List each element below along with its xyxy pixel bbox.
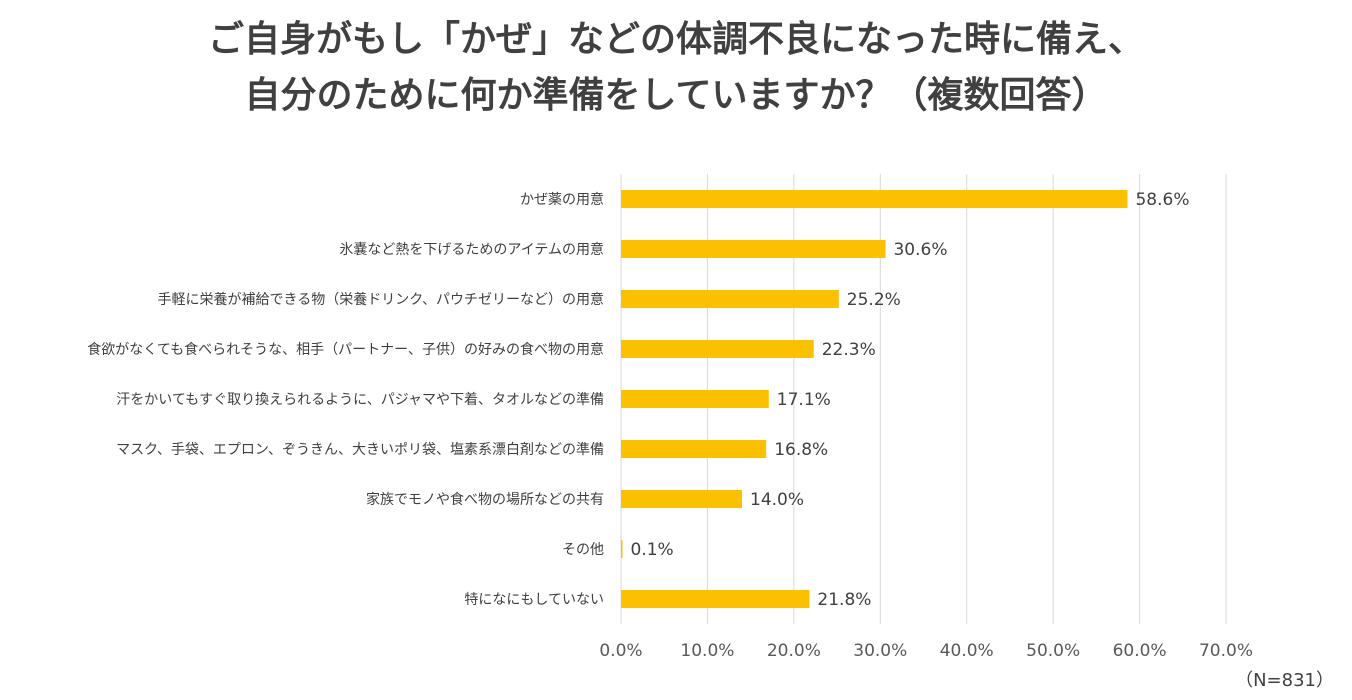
bar <box>621 440 767 458</box>
data-label: 16.8% <box>774 440 828 460</box>
category-label: マスク、手袋、エプロン、ぞうきん、大きいポリ袋、塩素系漂白剤などの準備 <box>116 442 604 458</box>
x-tick-label: 40.0% <box>940 641 994 661</box>
x-tick-label: 30.0% <box>853 641 907 661</box>
bar <box>621 540 623 558</box>
data-label: 30.6% <box>893 240 947 260</box>
category-label: かぜ薬の用意 <box>520 191 604 208</box>
category-label: 食欲がなくても食べられそうな、相手（パートナー、子供）の好みの食べ物の用意 <box>87 341 604 358</box>
category-label: その他 <box>562 542 604 558</box>
data-label: 25.2% <box>847 290 901 310</box>
data-label: 58.6% <box>1135 190 1189 210</box>
bar <box>621 390 769 408</box>
x-tick-label: 20.0% <box>767 641 821 661</box>
x-tick-label: 0.0% <box>599 641 642 661</box>
category-label: 氷嚢など熱を下げるためのアイテムの用意 <box>339 241 604 258</box>
data-label: 17.1% <box>777 390 831 410</box>
x-tick-label: 60.0% <box>1113 641 1167 661</box>
bar <box>621 590 810 608</box>
chart-title-line1: ご自身がもし「かぜ」などの体調不良になった時に備え、 <box>207 19 1144 60</box>
category-label: 特になにもしていない <box>464 592 604 608</box>
sample-size-note: （N=831） <box>1235 670 1334 691</box>
bar <box>621 240 886 258</box>
data-label: 14.0% <box>750 490 804 510</box>
data-label: 0.1% <box>631 540 674 560</box>
data-label: 21.8% <box>817 590 871 610</box>
bar <box>621 290 839 308</box>
category-label: 汗をかいてもすぐ取り換えられるように、パジャマや下着、タオルなどの準備 <box>116 392 604 408</box>
x-tick-label: 10.0% <box>680 641 734 661</box>
category-label: 手軽に栄養が補給できる物（栄養ドリンク、パウチゼリーなど）の用意 <box>158 291 604 308</box>
chart-title-line2: 自分のために何か準備をしていますか？（複数回答） <box>244 75 1108 116</box>
x-tick-label: 70.0% <box>1199 641 1253 661</box>
x-tick-label: 50.0% <box>1026 641 1080 661</box>
category-label: 家族でモノや食べ物の場所などの共有 <box>366 491 604 508</box>
bar <box>621 190 1128 208</box>
data-label: 22.3% <box>822 340 876 360</box>
bar <box>621 340 814 358</box>
bar <box>621 490 742 508</box>
